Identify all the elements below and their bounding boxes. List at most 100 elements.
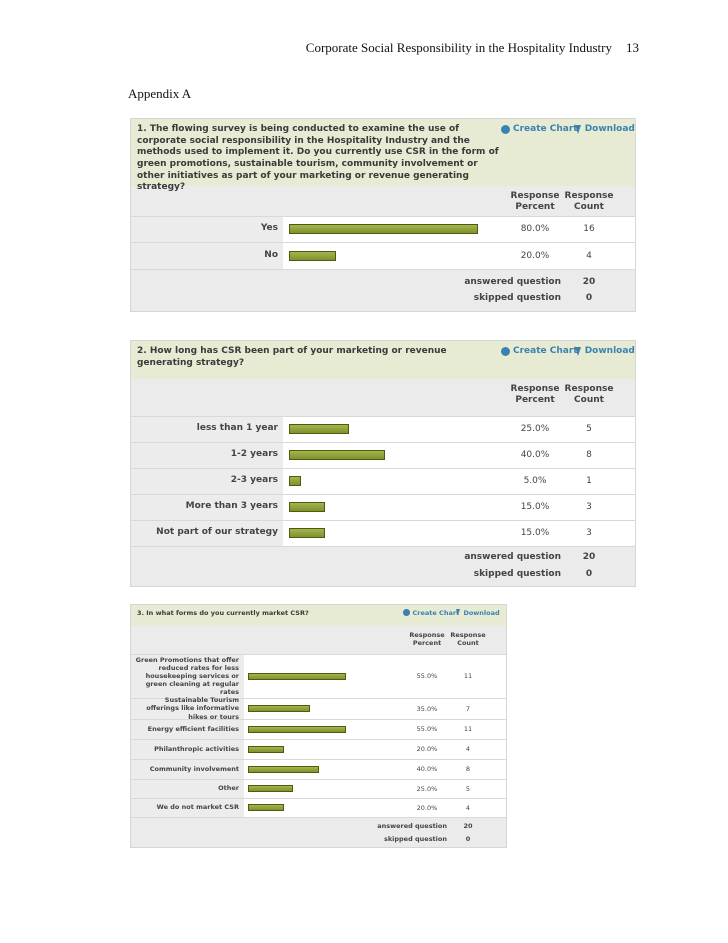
- download-link[interactable]: Download: [463, 609, 500, 617]
- row-label: More than 3 years: [185, 501, 278, 512]
- response-percent: 20.0%: [416, 803, 438, 812]
- response-percent: 15.0%: [520, 502, 550, 512]
- answered-count: 20: [582, 552, 596, 562]
- response-count: 3: [586, 502, 592, 512]
- summary-divider: [131, 546, 635, 547]
- skipped-count: 0: [585, 569, 593, 579]
- col-header-count: Response Count: [450, 631, 486, 648]
- row-label: Community involvement: [149, 764, 239, 773]
- appendix-heading: Appendix A: [128, 86, 192, 101]
- response-count: 11: [463, 725, 473, 733]
- row-label: 1-2 years: [230, 449, 278, 460]
- response-percent: 25.0%: [416, 784, 438, 793]
- question-text: 2. How long has CSR been part of your ma…: [137, 346, 447, 368]
- row-label: Green Promotions that offer reduced rate…: [135, 655, 239, 697]
- label-cell: [131, 442, 283, 468]
- response-percent: 25.0%: [520, 424, 550, 434]
- response-count: 1: [586, 476, 592, 486]
- response-bar: [289, 450, 385, 460]
- row-label: Yes: [260, 223, 278, 234]
- response-bar: [248, 765, 320, 773]
- skipped-count: 0: [465, 835, 471, 843]
- answered-label: answered question: [377, 822, 447, 830]
- response-count: 7: [465, 704, 471, 713]
- response-count: 11: [463, 672, 473, 680]
- response-count: 4: [465, 803, 471, 812]
- skipped-count: 0: [585, 293, 593, 303]
- response-percent: 20.0%: [520, 250, 550, 261]
- col-header-percent: Response Percent: [409, 631, 445, 648]
- response-count: 5: [586, 424, 592, 434]
- response-bar: [248, 745, 284, 753]
- response-bar: [289, 502, 325, 512]
- page-number: 13: [626, 40, 639, 55]
- survey-table: 3. In what forms do you currently market…: [130, 604, 507, 848]
- response-percent: 5.0%: [523, 476, 547, 486]
- row-label: less than 1 year: [196, 423, 278, 434]
- row-label: Other: [218, 784, 239, 793]
- create-chart-icon: [403, 609, 410, 616]
- answered-count: 20: [582, 277, 596, 287]
- response-percent: 80.0%: [520, 224, 550, 234]
- create-chart-icon: [501, 347, 510, 356]
- response-percent: 55.0%: [416, 725, 438, 733]
- col-header-percent: Response Percent: [510, 191, 560, 213]
- skipped-label: skipped question: [473, 569, 561, 579]
- label-cell: [131, 520, 283, 546]
- response-count: 8: [465, 765, 471, 773]
- response-bar: [248, 705, 311, 712]
- survey-table: 1. The flowing survey is being conducted…: [130, 118, 636, 312]
- label-cell: [131, 798, 244, 817]
- label-cell: [131, 759, 244, 779]
- row-label: We do not market CSR: [156, 803, 239, 812]
- response-bar: [248, 804, 284, 811]
- response-bar: [289, 250, 337, 261]
- answered-label: answered question: [464, 277, 561, 287]
- response-count: 8: [586, 450, 592, 460]
- row-label: Sustainable Tourism offerings like infor…: [146, 696, 239, 721]
- answered-count: 20: [463, 822, 473, 830]
- label-cell: [131, 216, 283, 242]
- create-chart-icon: [501, 125, 510, 134]
- col-header-count: Response Count: [564, 384, 614, 406]
- download-link[interactable]: Download: [584, 124, 635, 134]
- response-bar: [289, 528, 325, 538]
- response-count: 3: [586, 528, 592, 538]
- question-text: 3. In what forms do you currently market…: [137, 609, 309, 617]
- col-header-count: Response Count: [564, 191, 614, 213]
- response-bar: [289, 476, 301, 486]
- response-bar: [248, 725, 346, 733]
- response-bar: [289, 224, 478, 234]
- survey-table: 2. How long has CSR been part of your ma…: [130, 340, 636, 587]
- label-cell: [131, 719, 244, 739]
- create-chart-link[interactable]: Create Chart: [513, 124, 578, 134]
- response-bar: [248, 672, 346, 680]
- response-count: 5: [465, 784, 471, 793]
- response-percent: 35.0%: [416, 704, 438, 713]
- row-label: Energy efficient facilities: [147, 724, 239, 733]
- summary-divider: [131, 817, 506, 818]
- question-text: 1. The flowing survey is being conducted…: [137, 124, 499, 193]
- question-header-bg: [131, 341, 635, 379]
- question-header-bg: [131, 605, 506, 626]
- label-cell: [131, 468, 283, 494]
- response-percent: 20.0%: [416, 745, 438, 753]
- running-title: Corporate Social Responsibility in the H…: [305, 40, 612, 55]
- response-bar: [248, 785, 293, 792]
- download-link[interactable]: Download: [584, 346, 635, 356]
- summary-divider: [131, 269, 635, 270]
- skipped-label: skipped question: [473, 293, 561, 303]
- response-percent: 40.0%: [416, 765, 438, 773]
- response-bar: [289, 424, 349, 434]
- row-label: No: [264, 249, 278, 260]
- label-cell: [131, 654, 244, 698]
- response-count: 4: [465, 745, 471, 753]
- label-cell: [131, 494, 283, 520]
- response-percent: 15.0%: [520, 528, 550, 538]
- row-label: 2-3 years: [230, 475, 278, 486]
- create-chart-link[interactable]: Create Chart: [513, 346, 578, 356]
- question-header-bg: [131, 119, 635, 186]
- create-chart-link[interactable]: Create Chart: [412, 609, 460, 617]
- row-label: Philanthropic activities: [154, 744, 239, 753]
